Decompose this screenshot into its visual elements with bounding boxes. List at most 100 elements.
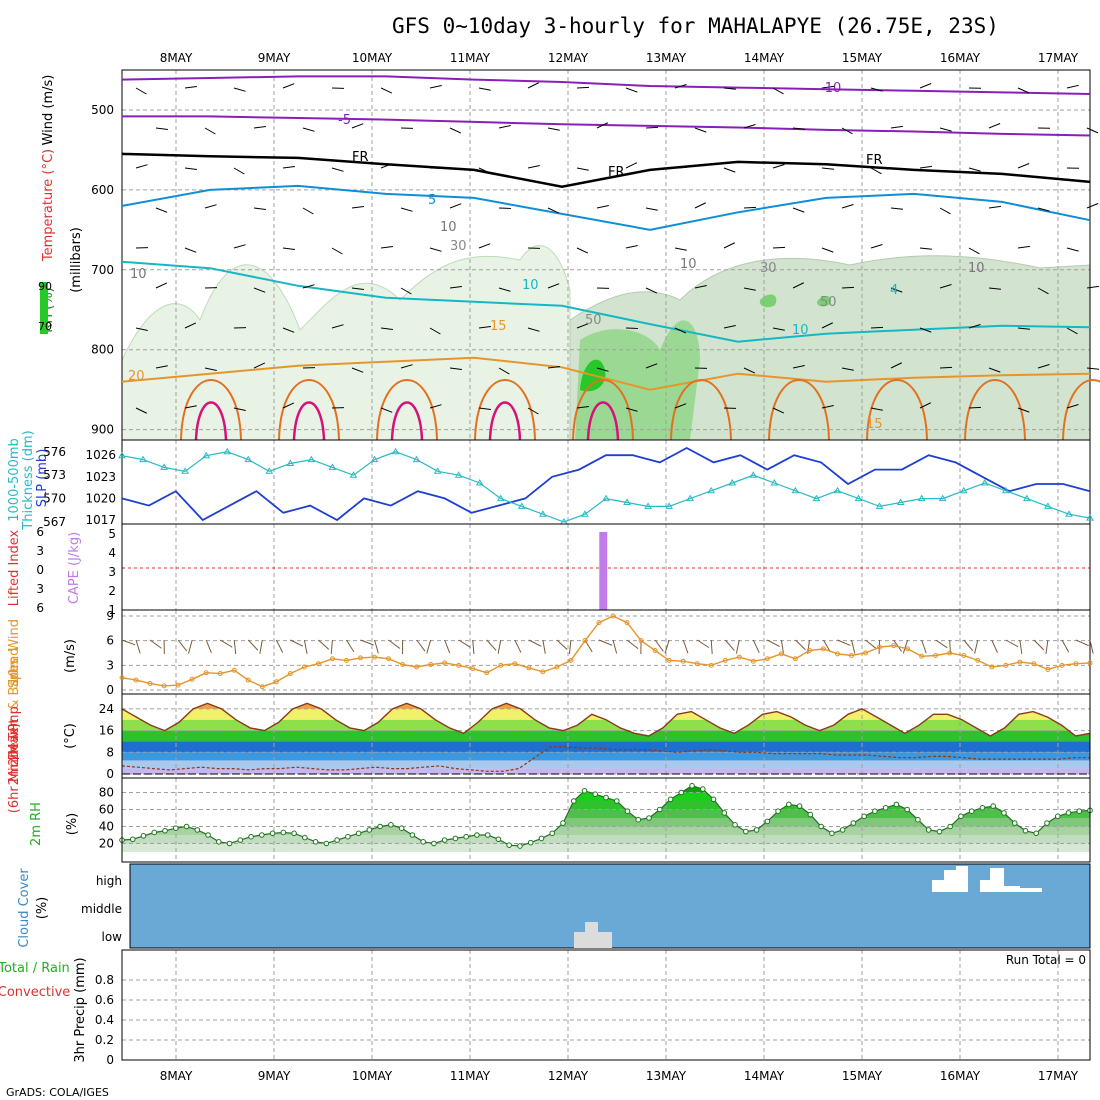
panel-label: & Barbs (7, 658, 22, 710)
temp-band (122, 760, 1090, 769)
wind-speed-point (259, 684, 265, 690)
wind-speed-line (121, 615, 1091, 688)
wind-barb (1045, 639, 1049, 654)
wind-barb (1017, 163, 1030, 169)
wind-barb (282, 402, 295, 409)
wind-barb (576, 323, 589, 329)
wind-barb (674, 247, 687, 251)
wind-barb (547, 127, 560, 131)
y-tick-label: 20 (99, 837, 114, 851)
wind-barb (1066, 404, 1079, 409)
y-tick-label: 570 (43, 492, 66, 506)
wind-barb (596, 367, 609, 372)
y-tick-label: 0.4 (95, 1013, 114, 1027)
wind-barb (968, 167, 981, 172)
thickness-point (833, 486, 842, 494)
wind-speed-point (736, 654, 742, 660)
wind-barb (528, 639, 542, 647)
cape-bar (599, 532, 608, 610)
thickness-point (286, 459, 295, 466)
wind-barb (723, 242, 736, 249)
wind-barb (870, 407, 883, 411)
temp-contour-25 (292, 401, 326, 441)
cloud-high (932, 866, 968, 892)
wind-barb (780, 639, 785, 654)
wind-barb (204, 204, 217, 209)
wind-barb (184, 86, 197, 89)
wind-barb (346, 639, 355, 653)
wind-speed-point (329, 656, 335, 662)
temp-contour-20 (474, 379, 536, 441)
panel-label: (6hr Min/Max) (7, 723, 22, 813)
x-tick-label: 8MAY (160, 51, 193, 65)
wind-barb (498, 367, 510, 375)
wind-barb (219, 639, 233, 648)
wind-speed-point (1045, 666, 1051, 672)
wind-speed-point (792, 656, 798, 662)
wind-speed-point (1017, 659, 1023, 665)
wind-barb (1061, 639, 1070, 653)
rh-shade-70-small (817, 295, 832, 307)
wind-barb (743, 367, 756, 374)
y-tick-label: 3 (36, 582, 44, 596)
wind-speed-point (961, 652, 967, 658)
rh-legend-label: 90 (38, 280, 52, 293)
temp-contour-20 (670, 379, 732, 441)
x-tick-label: 8MAY (160, 1069, 193, 1083)
x-tick-label: 15MAY (842, 51, 883, 65)
y-tick-label: 0 (36, 563, 44, 577)
wind-speed-point (834, 651, 840, 657)
rh-point (915, 816, 921, 823)
wind-speed-point (694, 661, 700, 667)
wind-barb (792, 365, 805, 369)
temp-contour-20 (1062, 379, 1100, 441)
panel-label: 10m Wind (7, 619, 22, 685)
thickness-point (475, 479, 484, 486)
rh-point (484, 832, 491, 838)
wind-speed-point (975, 657, 981, 663)
wind-barb (135, 407, 148, 414)
thickness-point (391, 447, 400, 455)
wind-speed-point (666, 657, 672, 663)
wind-barb (547, 366, 560, 369)
wind-barb (472, 639, 475, 654)
y-tick-label: 6 (36, 601, 44, 615)
thickness-point (328, 463, 337, 470)
wind-speed-point (442, 660, 448, 666)
wind-barb (318, 639, 330, 650)
wind-speed-point (301, 664, 307, 670)
wind-barb (988, 123, 1001, 129)
wind-barb (1066, 247, 1079, 252)
wind-speed-point (778, 651, 784, 657)
wind-barb (478, 407, 491, 410)
rh-band (122, 818, 1090, 827)
wind-barb (596, 122, 609, 129)
y-tick-label: 1 (108, 603, 116, 617)
wind-barb (870, 326, 884, 329)
rh-point (216, 839, 222, 845)
x-tick-label: 14MAY (744, 51, 785, 65)
wind-speed-point (1059, 662, 1065, 668)
wind-barb (1086, 203, 1099, 209)
wind-barb (155, 365, 168, 369)
x-tick-label: 10MAY (352, 1069, 393, 1083)
wind-barb (497, 639, 502, 654)
wind-barb (233, 639, 237, 654)
cloud-high (980, 868, 1042, 892)
wind-barb (723, 325, 736, 329)
contour-label: 10 (522, 278, 539, 293)
wind-barb (645, 126, 659, 129)
wind-barb (626, 639, 639, 650)
wind-barb (233, 407, 246, 411)
temp-contour (121, 184, 1091, 231)
wind-barb (282, 327, 295, 333)
rh-point (796, 803, 803, 809)
wind-barb (821, 322, 834, 329)
thickness-point (644, 502, 652, 509)
wind-barb (772, 164, 785, 169)
wind-barb (360, 639, 374, 646)
rh-point (1076, 808, 1083, 815)
wind-barb (963, 639, 974, 652)
wind-barb (1089, 639, 1094, 654)
rh-point (829, 830, 835, 837)
